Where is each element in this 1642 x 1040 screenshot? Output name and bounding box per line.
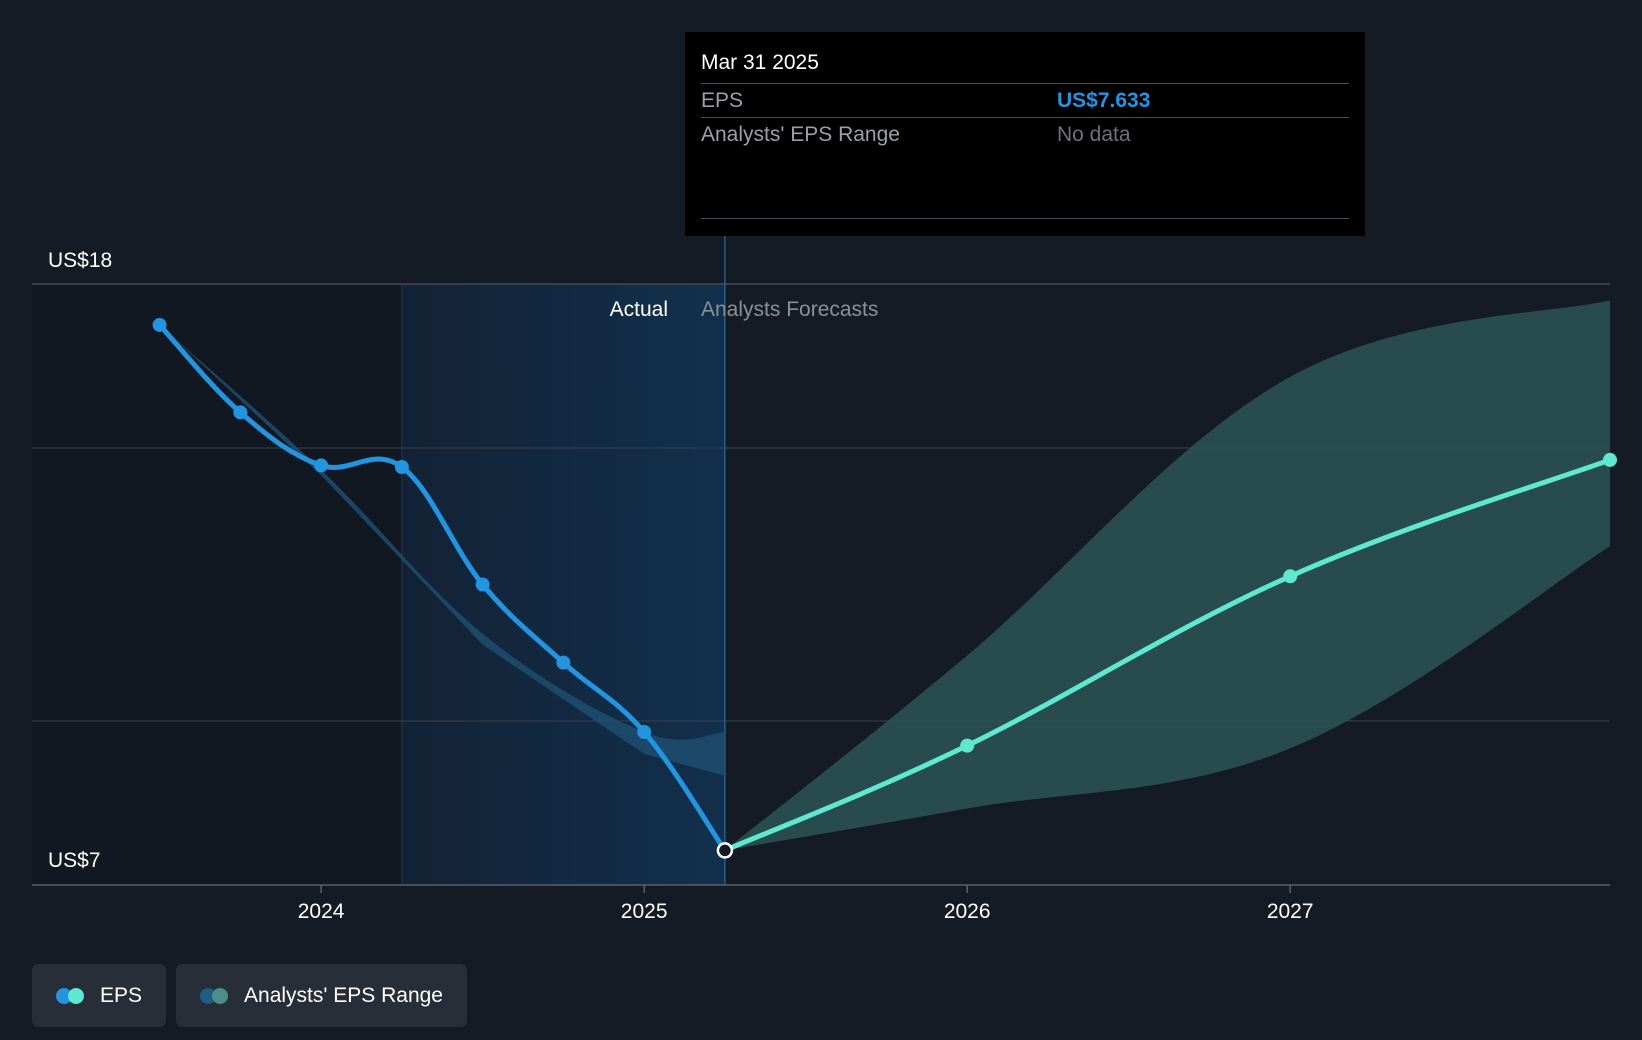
tooltip-range-row: Analysts' EPS Range No data xyxy=(701,118,1349,151)
tooltip-range-value: No data xyxy=(1057,123,1131,146)
eps-forecast-point[interactable] xyxy=(1603,452,1617,467)
eps-actual-point[interactable] xyxy=(233,405,248,420)
y-axis-top-label: US$18 xyxy=(48,249,112,272)
tooltip-eps-label: EPS xyxy=(701,89,744,112)
eps-actual-point[interactable] xyxy=(152,317,167,332)
eps-actual-point[interactable] xyxy=(314,458,329,473)
eps-forecast-point[interactable] xyxy=(960,738,975,753)
eps-actual-point[interactable] xyxy=(475,577,490,592)
y-axis-bottom-label: US$7 xyxy=(48,849,101,872)
legend-eps-dot-forecast xyxy=(68,987,84,1004)
x-tick-label: 2025 xyxy=(621,900,668,923)
eps-actual-point[interactable] xyxy=(637,725,652,740)
forecast-eps-range-band xyxy=(724,300,1610,851)
tooltip-date: Mar 31 2025 xyxy=(701,48,1349,84)
eps-hover-point[interactable] xyxy=(716,842,734,859)
x-tick-label: 2024 xyxy=(298,900,345,923)
legend-item-eps-range[interactable]: Analysts' EPS Range xyxy=(176,964,467,1027)
hover-tooltip: Mar 31 2025 EPS US$7.633 Analysts' EPS R… xyxy=(685,32,1365,236)
actual-region-highlight xyxy=(401,284,725,885)
past-region-band xyxy=(32,284,402,885)
legend-item-eps[interactable]: EPS xyxy=(32,964,167,1027)
tooltip-divider xyxy=(701,218,1349,219)
eps-actual-point[interactable] xyxy=(394,460,409,475)
legend-eps-swatch-icon xyxy=(56,987,86,1004)
x-tick-label: 2027 xyxy=(1267,900,1314,923)
legend-range-swatch-icon xyxy=(200,987,230,1004)
chart-legend: EPS Analysts' EPS Range xyxy=(32,964,467,1027)
x-tick-label: 2026 xyxy=(944,900,991,923)
actual-region-label: Actual xyxy=(610,298,668,321)
tooltip-eps-row: EPS US$7.633 xyxy=(701,84,1349,118)
eps-forecast-point[interactable] xyxy=(1283,569,1298,584)
tooltip-range-label: Analysts' EPS Range xyxy=(701,123,900,146)
eps-forecast-line xyxy=(722,457,1613,853)
tooltip-eps-value: US$7.633 xyxy=(1057,89,1151,112)
legend-eps-label: EPS xyxy=(100,983,143,1007)
legend-range-dot-forecast xyxy=(212,987,229,1004)
forecast-region-label: Analysts Forecasts xyxy=(701,298,878,321)
eps-actual-point[interactable] xyxy=(556,655,571,670)
legend-range-label: Analysts' EPS Range xyxy=(244,983,443,1007)
